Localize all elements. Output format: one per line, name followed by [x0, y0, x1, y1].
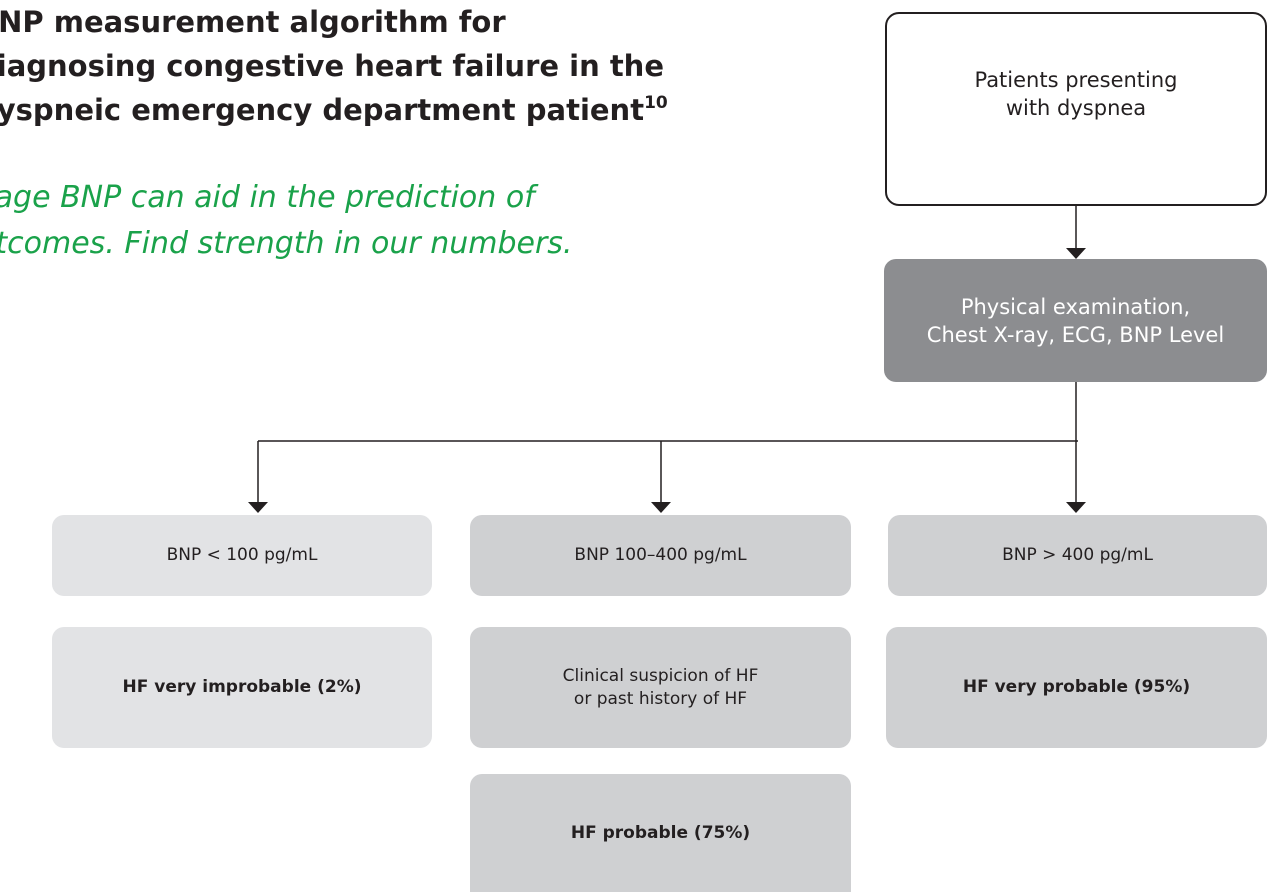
node-label: HF probable (75%) — [570, 822, 751, 843]
node-label: BNP > 400 pg/mL — [1002, 545, 1153, 565]
arrowhead — [1066, 248, 1086, 259]
node-label: Clinical suspicion of HF — [562, 665, 759, 686]
superscript: 10 — [644, 93, 668, 113]
node-label: BNP 100–400 pg/mL — [574, 545, 747, 565]
node: BNP 100–400 pg/mL — [470, 515, 851, 596]
node: Clinical suspicion of HF or past history… — [470, 627, 851, 748]
arrowhead — [651, 502, 671, 513]
node-label: with dyspnea — [1005, 96, 1147, 120]
title-line: dyspneic emergency department patient10 — [0, 88, 668, 132]
node-label: Chest X-ray, ECG, BNP Level — [926, 322, 1225, 347]
arrowhead — [248, 502, 268, 513]
node: BNP < 100 pg/mL — [52, 515, 432, 596]
node: HF probable (75%) — [470, 774, 851, 892]
node-label: HF very probable (95%) — [962, 677, 1191, 697]
node-label: or past history of HF — [573, 688, 748, 709]
arrowhead — [1066, 502, 1086, 513]
node: HF very improbable (2%) — [52, 627, 432, 748]
node-label: Physical examination, — [960, 294, 1191, 319]
node-label: BNP < 100 pg/mL — [166, 545, 318, 565]
title: BNP measurement algorithm for diagnosing… — [0, 0, 668, 132]
node-label: Patients presenting — [974, 68, 1178, 92]
node: BNP > 400 pg/mL — [888, 515, 1267, 596]
tagline-line: outcomes. Find strength in our numbers. — [0, 226, 573, 261]
node: Patients presenting with dyspnea — [885, 12, 1267, 206]
title-text: dyspneic emergency department patient — [0, 93, 645, 127]
node-label: HF very improbable (2%) — [122, 677, 362, 697]
node: Physical examination, Chest X-ray, ECG, … — [884, 259, 1267, 382]
tagline-line: Triage BNP can aid in the prediction of — [0, 180, 535, 215]
title-line: diagnosing congestive heart failure in t… — [0, 49, 664, 83]
title-line: BNP measurement algorithm for — [0, 5, 506, 39]
node: HF very probable (95%) — [886, 627, 1267, 748]
tagline: Triage BNP can aid in the prediction of … — [0, 175, 572, 267]
